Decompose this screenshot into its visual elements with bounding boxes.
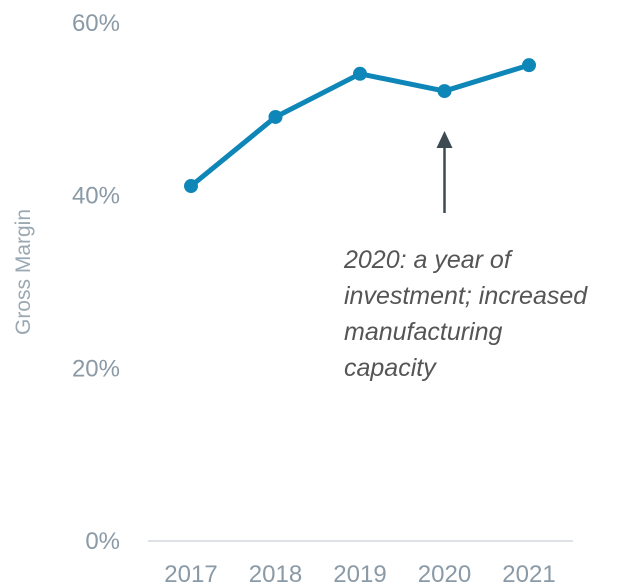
series-points — [184, 58, 536, 194]
data-point — [353, 66, 367, 81]
y-tick-label: 60% — [72, 10, 120, 37]
annotation: 2020: a year of investment; increased manu… — [343, 131, 588, 382]
y-axis-title: Gross Margin — [12, 209, 35, 335]
x-axis-ticks: 2017 2018 2019 2020 2021 — [164, 561, 555, 586]
y-tick-label: 0% — [85, 528, 120, 555]
x-tick-label: 2018 — [249, 561, 302, 586]
x-tick-label: 2019 — [333, 561, 386, 586]
annotation-line: 2020: a year of — [343, 246, 514, 274]
annotation-line: manufacturing — [344, 318, 503, 346]
data-point — [437, 84, 452, 99]
x-tick-label: 2021 — [502, 561, 555, 586]
series-line — [188, 62, 532, 189]
data-point — [184, 179, 198, 194]
y-axis-ticks: 0% 20% 40% 60% — [72, 10, 120, 555]
y-tick-label: 40% — [72, 183, 120, 210]
data-point — [268, 109, 283, 124]
annotation-arrow-head — [436, 131, 453, 148]
annotation-line: investment; increased — [344, 282, 588, 310]
y-tick-label: 20% — [72, 355, 120, 382]
x-tick-label: 2020 — [418, 561, 471, 586]
data-point — [522, 58, 536, 73]
annotation-text: 2020: a year of investment; increased manu… — [343, 246, 588, 382]
annotation-line: capacity — [344, 354, 437, 382]
x-tick-label: 2017 — [164, 561, 217, 586]
